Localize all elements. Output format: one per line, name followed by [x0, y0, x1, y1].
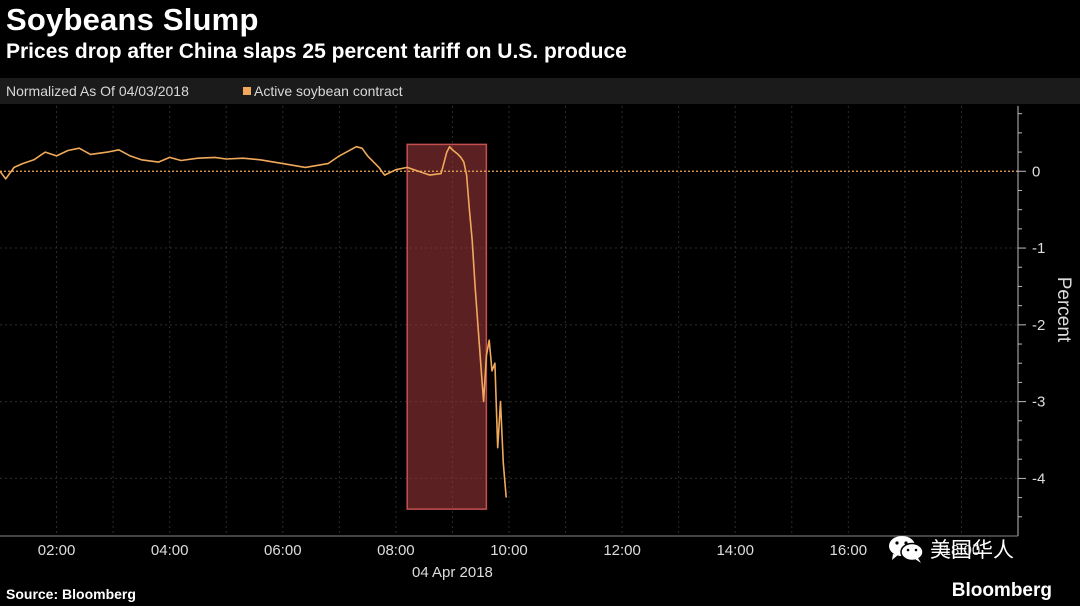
- brand-logo: Bloomberg: [951, 580, 1052, 601]
- series-layer: [0, 145, 507, 498]
- y-tick-label: -2: [1032, 317, 1045, 334]
- legend-series-label: Active soybean contract: [254, 83, 403, 99]
- x-tick-label: 02:00: [38, 542, 76, 559]
- grid-layer: [0, 106, 1018, 536]
- y-tick-label: -3: [1032, 394, 1045, 411]
- x-tick-label: 12:00: [603, 542, 641, 559]
- normalized-label: Normalized As Of 04/03/2018: [6, 83, 189, 99]
- x-tick-label: 18:00: [943, 542, 981, 559]
- chart-subtitle: Prices drop after China slaps 25 percent…: [6, 40, 627, 63]
- chart-title: Soybeans Slump: [6, 2, 259, 37]
- y-tick-label: 0: [1032, 163, 1040, 180]
- legend-entry-soybean: Active soybean contract: [243, 83, 403, 99]
- highlight-layer: [406, 143, 488, 510]
- y-tick-label: -4: [1032, 470, 1045, 487]
- x-axis-label: 04 Apr 2018: [412, 564, 493, 581]
- x-tick-label: 08:00: [377, 542, 415, 559]
- wechat-watermark: 美国华人: [888, 534, 1014, 564]
- series-line-soybean: [0, 145, 507, 498]
- y-tick-label: -1: [1032, 240, 1045, 257]
- watermark-text: 美国华人: [930, 538, 1014, 562]
- highlight-box: [406, 143, 488, 510]
- x-tick-label: 10:00: [490, 542, 528, 559]
- x-tick-label: 04:00: [151, 542, 189, 559]
- x-tick-label: 06:00: [264, 542, 302, 559]
- legend-bar: Normalized As Of 04/03/2018 Active soybe…: [0, 78, 1080, 104]
- axis-layer: 0 -1 -2 -3 -4 Percent 02:00 04:00 06:00 08:00 10:0…: [0, 106, 1074, 581]
- legend-swatch: [243, 87, 251, 95]
- x-tick-label: 16:00: [830, 542, 868, 559]
- x-tick-label: 14:00: [716, 542, 754, 559]
- y-axis-label: Percent: [1053, 277, 1074, 343]
- source-label: Source: Bloomberg: [6, 586, 136, 602]
- wechat-icon: [889, 536, 924, 563]
